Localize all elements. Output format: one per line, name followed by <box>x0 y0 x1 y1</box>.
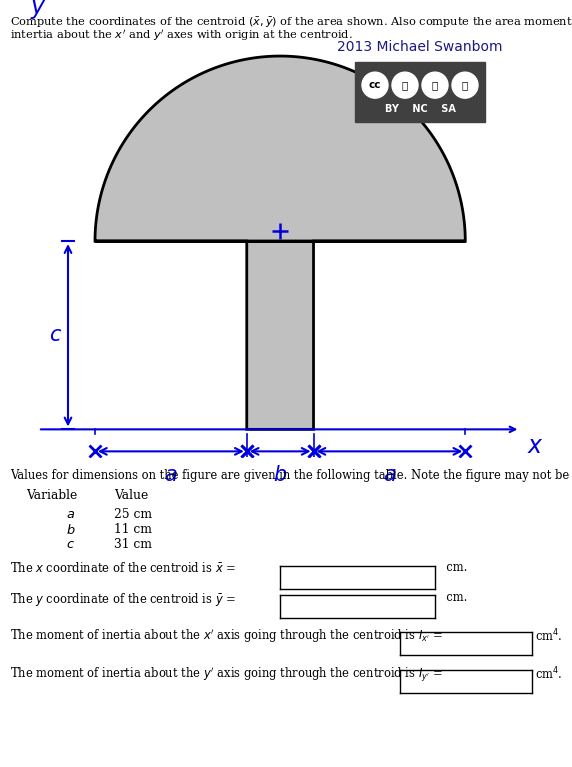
Text: intertia about the $x'$ and $y'$ axes with origin at the centroid.: intertia about the $x'$ and $y'$ axes wi… <box>10 28 353 44</box>
Polygon shape <box>95 56 465 430</box>
Text: cm$^4$.: cm$^4$. <box>535 627 562 644</box>
Text: Values for dimensions on the figure are given in the following table. Note the f: Values for dimensions on the figure are … <box>10 469 572 482</box>
Text: Value: Value <box>114 489 149 502</box>
Text: $b$: $b$ <box>273 466 287 486</box>
Text: The moment of inertia about the $x'$ axis going through the centroid is $I_{x'}$: The moment of inertia about the $x'$ axi… <box>10 627 443 645</box>
Text: $a$: $a$ <box>164 466 177 486</box>
Text: cm.: cm. <box>439 561 468 574</box>
Text: $a$: $a$ <box>383 466 396 486</box>
Text: $b$: $b$ <box>66 523 76 537</box>
Text: The $y$ coordinate of the centroid is $\bar{y}$ =: The $y$ coordinate of the centroid is $\… <box>10 591 236 607</box>
Text: 31 cm: 31 cm <box>114 538 152 551</box>
Circle shape <box>392 72 418 98</box>
Text: cm$^4$.: cm$^4$. <box>535 666 562 683</box>
Circle shape <box>422 72 448 98</box>
Text: $a$: $a$ <box>66 508 75 521</box>
Circle shape <box>452 72 478 98</box>
Text: 2013 Michael Swanbom: 2013 Michael Swanbom <box>337 41 503 54</box>
Text: $c$: $c$ <box>49 325 62 345</box>
Text: 25 cm: 25 cm <box>114 508 153 521</box>
Text: 11 cm: 11 cm <box>114 523 152 536</box>
Text: The moment of inertia about the $y'$ axis going through the centroid is $I_{y'}$: The moment of inertia about the $y'$ axi… <box>10 666 443 684</box>
Text: Variable: Variable <box>26 489 77 502</box>
Text: BY    NC    SA: BY NC SA <box>384 104 455 114</box>
Text: cc: cc <box>369 81 382 91</box>
Text: $x$: $x$ <box>527 434 544 459</box>
Text: ⓢ: ⓢ <box>432 81 438 91</box>
Text: ⓨ: ⓨ <box>462 81 468 91</box>
Text: $c$: $c$ <box>66 538 75 551</box>
Text: cm.: cm. <box>439 591 468 604</box>
Text: The $x$ coordinate of the centroid is $\bar{x}$ =: The $x$ coordinate of the centroid is $\… <box>10 561 236 575</box>
Text: Compute the coordinates of the centroid $(\bar{x}, \bar{y})$ of the area shown. : Compute the coordinates of the centroid … <box>10 15 572 30</box>
Text: $y$: $y$ <box>30 0 46 21</box>
Text: ⓘ: ⓘ <box>402 81 408 91</box>
Circle shape <box>362 72 388 98</box>
FancyBboxPatch shape <box>355 62 485 123</box>
